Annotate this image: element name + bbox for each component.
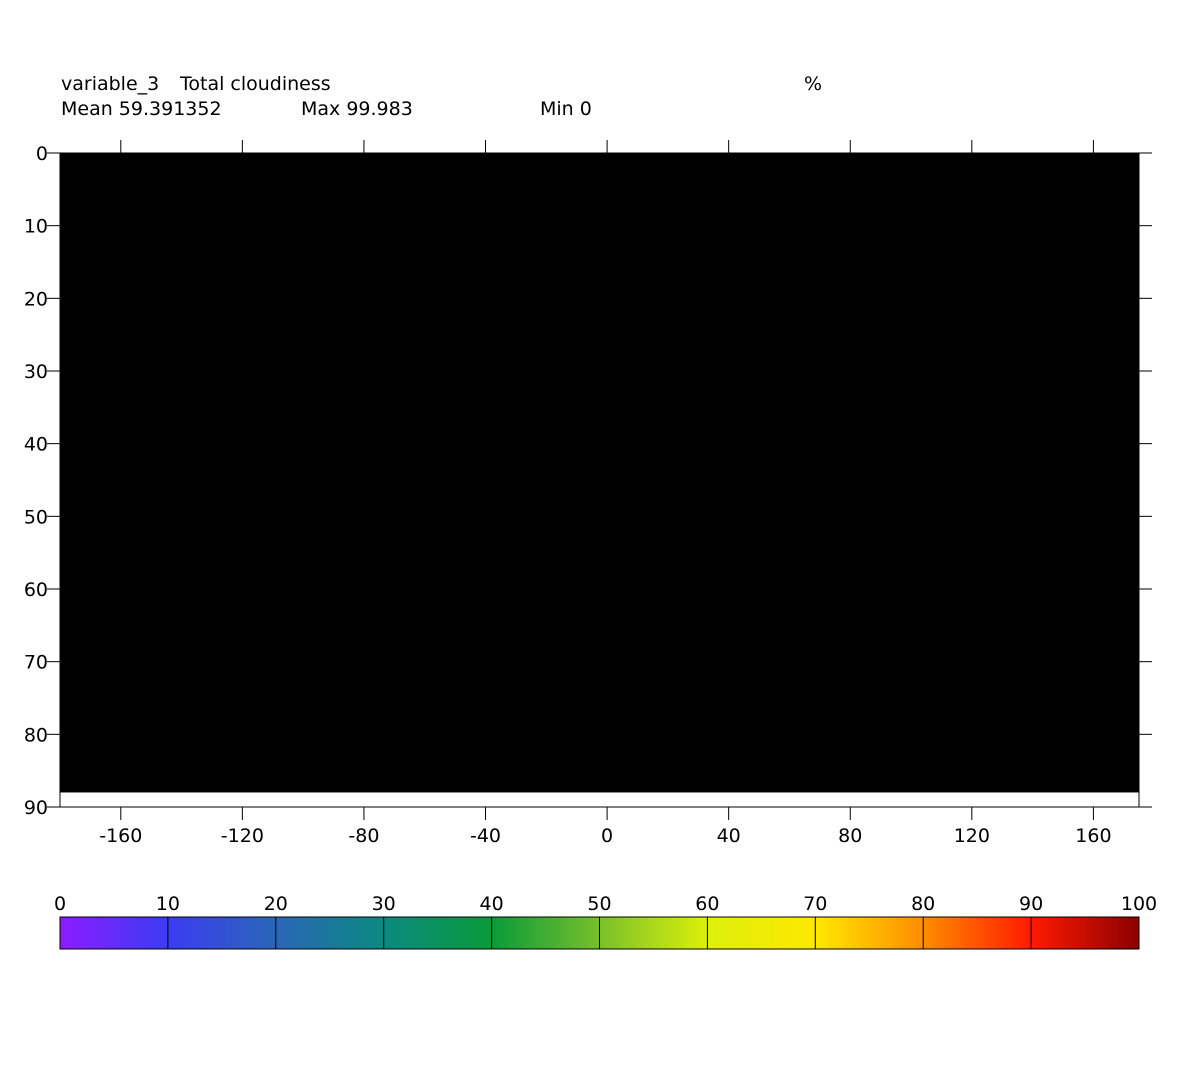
colorbar-tick-label: 70	[803, 893, 827, 915]
data-field	[60, 153, 1139, 793]
plot-frame	[59, 152, 1140, 808]
colorbar-tick-label: 40	[480, 893, 504, 915]
y-tick-label: 60	[24, 579, 48, 601]
x-tick-label: 0	[601, 825, 613, 847]
x-tick-label: 160	[1075, 825, 1111, 847]
colorbar-tick-label: 100	[1121, 893, 1157, 915]
colorbar-tick-label: 60	[695, 893, 719, 915]
y-tick-label: 20	[24, 288, 48, 310]
y-tick-label: 0	[36, 143, 48, 165]
colorbar: 0 10 20 30 40 50 60 70 80 90 100	[54, 893, 1157, 950]
mean-stat: Mean 59.391352	[61, 98, 222, 120]
y-tick-label: 30	[24, 361, 48, 383]
y-tick-label: 50	[24, 506, 48, 528]
x-tick-label: -80	[348, 825, 379, 847]
y-tick-label: 80	[24, 724, 48, 746]
units-label: %	[804, 73, 823, 95]
x-tick-label: 40	[717, 825, 741, 847]
colorbar-tick-label: 0	[54, 893, 66, 915]
y-tick-label: 10	[24, 216, 48, 238]
x-axis: -160 -120 -80 -40 0 40 80 120 160	[99, 140, 1112, 847]
y-tick-label: 40	[24, 434, 48, 456]
colorbar-tick-label: 90	[1019, 893, 1043, 915]
plot-area	[59, 152, 1140, 808]
x-tick-label: -160	[99, 825, 142, 847]
variable-long-name: Total cloudiness	[180, 73, 331, 95]
colorbar-tick-label: 50	[587, 893, 611, 915]
y-tick-label: 70	[24, 652, 48, 674]
colorbar-tick-label: 80	[911, 893, 935, 915]
variable-name: variable_3	[61, 73, 160, 95]
min-stat: Min 0	[540, 98, 592, 120]
y-tick-label: 90	[24, 797, 48, 819]
y-axis: 0 10 20 30 40 50 60 70 80 90	[24, 143, 1152, 819]
colorbar-tick-label: 10	[156, 893, 180, 915]
x-tick-label: 120	[954, 825, 990, 847]
colorbar-tick-label: 30	[372, 893, 396, 915]
x-tick-label: -120	[221, 825, 264, 847]
max-stat: Max 99.983	[301, 98, 413, 120]
colorbar-tick-label: 20	[264, 893, 288, 915]
x-tick-label: 80	[838, 825, 862, 847]
x-tick-label: -40	[470, 825, 501, 847]
